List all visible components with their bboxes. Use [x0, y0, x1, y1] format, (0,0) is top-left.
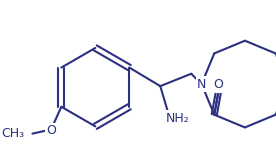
Text: N: N: [197, 78, 206, 91]
Text: O: O: [213, 78, 223, 91]
Text: CH₃: CH₃: [1, 127, 24, 140]
Text: O: O: [46, 124, 56, 137]
Text: NH₂: NH₂: [166, 112, 190, 125]
